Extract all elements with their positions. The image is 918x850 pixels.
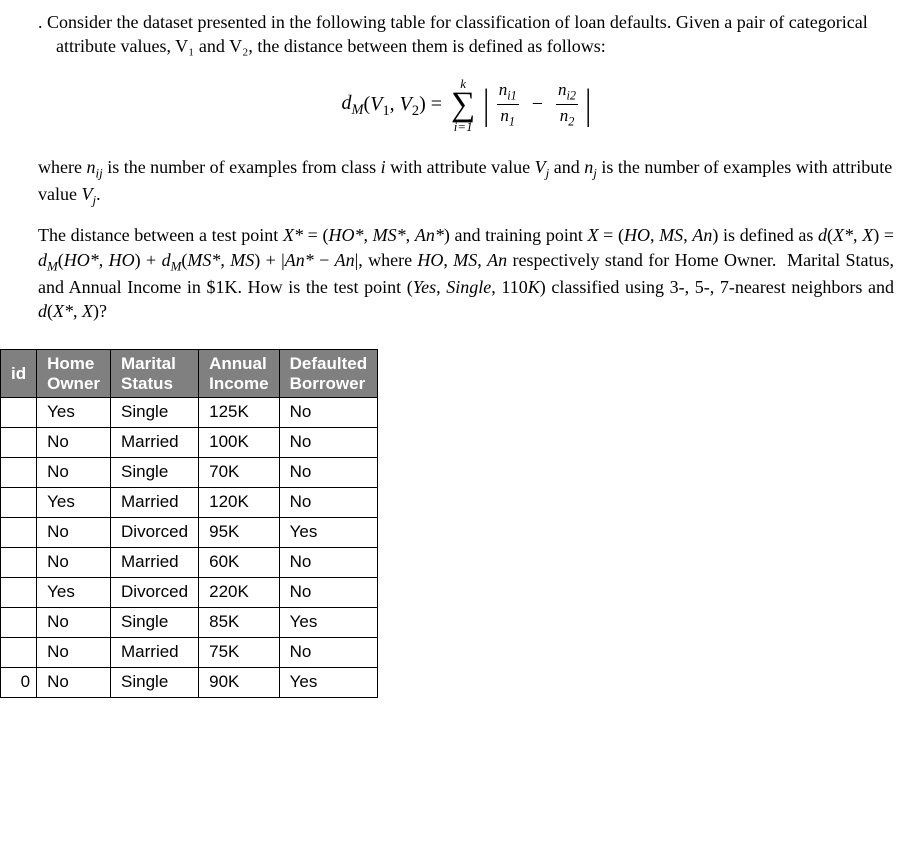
table-row: NoDivorced95KYes xyxy=(1,518,378,548)
table-row: YesSingle125KNo xyxy=(1,398,378,428)
table-body: YesSingle125KNo NoMarried100KNo NoSingle… xyxy=(1,398,378,697)
col-annual-income: AnnualIncome xyxy=(199,350,280,398)
table-row: NoMarried60KNo xyxy=(1,548,378,578)
intro-para: . Consider the dataset presented in the … xyxy=(38,10,894,59)
table-row: YesDivorced220KNo xyxy=(1,578,378,608)
sigma-symbol: ∑ xyxy=(451,90,475,121)
col-defaulted-borrower: DefaultedBorrower xyxy=(279,350,377,398)
loan-table: id HomeOwner MaritalStatus AnnualIncome … xyxy=(0,349,378,697)
table-row: NoMarried100KNo xyxy=(1,428,378,458)
table-row: 0NoSingle90KYes xyxy=(1,667,378,697)
col-home-owner: HomeOwner xyxy=(37,350,111,398)
table-row: NoSingle70KNo xyxy=(1,458,378,488)
where-para: where nij is the number of examples from… xyxy=(38,155,894,209)
col-marital-status: MaritalStatus xyxy=(111,350,199,398)
problem-body: . Consider the dataset presented in the … xyxy=(38,10,894,323)
table-row: NoSingle85KYes xyxy=(1,607,378,637)
col-id: id xyxy=(1,350,37,398)
sigma-lower: i=1 xyxy=(451,120,475,133)
table-row: NoMarried75KNo xyxy=(1,637,378,667)
table-header-row: id HomeOwner MaritalStatus AnnualIncome … xyxy=(1,350,378,398)
distance-formula: dM(V1, V2) = k ∑ i=1 | ni1 n1 − ni2 n2 | xyxy=(38,77,894,134)
table-row: YesMarried120KNo xyxy=(1,488,378,518)
distance-para: The distance between a test point X* = (… xyxy=(38,223,894,323)
